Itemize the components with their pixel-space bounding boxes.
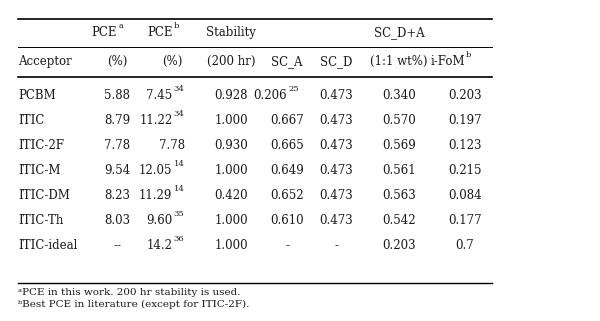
Text: 0.473: 0.473	[320, 89, 353, 102]
Text: -: -	[335, 239, 338, 252]
Text: ITIC-ideal: ITIC-ideal	[18, 239, 77, 252]
Text: 0.197: 0.197	[448, 114, 482, 127]
Text: 1.000: 1.000	[214, 114, 248, 127]
Text: SC_D: SC_D	[320, 55, 353, 68]
Text: PCE: PCE	[147, 26, 173, 39]
Text: 25: 25	[289, 85, 299, 92]
Text: 0.7: 0.7	[455, 239, 475, 252]
Text: 0.473: 0.473	[320, 189, 353, 202]
Text: 5.88: 5.88	[104, 89, 130, 102]
Text: (200 hr): (200 hr)	[207, 55, 255, 68]
Text: 0.203: 0.203	[448, 89, 482, 102]
Text: 7.45: 7.45	[146, 89, 173, 102]
Text: (%): (%)	[107, 55, 127, 68]
Text: 0.542: 0.542	[382, 214, 416, 227]
Text: ITIC: ITIC	[18, 114, 44, 127]
Text: 12.05: 12.05	[139, 164, 173, 177]
Text: 0.123: 0.123	[448, 139, 482, 152]
Text: i-FoM: i-FoM	[430, 55, 465, 68]
Text: 0.084: 0.084	[448, 189, 482, 202]
Text: 0.473: 0.473	[320, 114, 353, 127]
Text: --: --	[113, 239, 121, 252]
Text: 36: 36	[174, 235, 184, 243]
Text: 0.473: 0.473	[320, 164, 353, 177]
Text: 9.54: 9.54	[104, 164, 130, 177]
Text: 0.177: 0.177	[448, 214, 482, 227]
Text: 14.2: 14.2	[146, 239, 173, 252]
Text: (%): (%)	[163, 55, 182, 68]
Text: 0.649: 0.649	[270, 164, 304, 177]
Text: 34: 34	[174, 85, 185, 92]
Text: SC_D+A: SC_D+A	[374, 26, 424, 39]
Text: b: b	[466, 51, 472, 58]
Text: 1.000: 1.000	[214, 239, 248, 252]
Text: 0.610: 0.610	[270, 214, 304, 227]
Text: ITIC-Th: ITIC-Th	[18, 214, 64, 227]
Text: 8.23: 8.23	[104, 189, 130, 202]
Text: 0.570: 0.570	[382, 114, 416, 127]
Text: 0.340: 0.340	[382, 89, 416, 102]
Text: ITIC-2F: ITIC-2F	[18, 139, 64, 152]
Text: a: a	[118, 22, 123, 30]
Text: b: b	[174, 22, 179, 30]
Text: 9.60: 9.60	[146, 214, 173, 227]
Text: 0.928: 0.928	[214, 89, 248, 102]
Text: 0.203: 0.203	[382, 239, 416, 252]
Text: 0.561: 0.561	[382, 164, 416, 177]
Text: PCBM: PCBM	[18, 89, 56, 102]
Text: 34: 34	[174, 110, 185, 117]
Text: ᵃPCE in this work. 200 hr stability is used.: ᵃPCE in this work. 200 hr stability is u…	[18, 288, 241, 297]
Text: ITIC-DM: ITIC-DM	[18, 189, 70, 202]
Text: 35: 35	[174, 210, 184, 218]
Text: 0.473: 0.473	[320, 139, 353, 152]
Text: 8.03: 8.03	[104, 214, 130, 227]
Text: ᵇBest PCE in literature (except for ITIC-2F).: ᵇBest PCE in literature (except for ITIC…	[18, 300, 250, 309]
Text: 0.420: 0.420	[214, 189, 248, 202]
Text: ITIC-M: ITIC-M	[18, 164, 61, 177]
Text: 8.79: 8.79	[104, 114, 130, 127]
Text: 0.206: 0.206	[253, 89, 287, 102]
Text: Stability: Stability	[206, 26, 256, 39]
Text: 0.667: 0.667	[270, 114, 304, 127]
Text: 7.78: 7.78	[160, 139, 185, 152]
Text: 0.569: 0.569	[382, 139, 416, 152]
Text: 0.473: 0.473	[320, 214, 353, 227]
Text: 0.563: 0.563	[382, 189, 416, 202]
Text: 0.930: 0.930	[214, 139, 248, 152]
Text: -: -	[285, 239, 289, 252]
Text: (1:1 wt%): (1:1 wt%)	[370, 55, 428, 68]
Text: 7.78: 7.78	[104, 139, 130, 152]
Text: 14: 14	[174, 160, 185, 168]
Text: 11.29: 11.29	[139, 189, 173, 202]
Text: 1.000: 1.000	[214, 214, 248, 227]
Text: 14: 14	[174, 185, 185, 193]
Text: 11.22: 11.22	[139, 114, 173, 127]
Text: 0.215: 0.215	[448, 164, 482, 177]
Text: Acceptor: Acceptor	[18, 55, 72, 68]
Text: 1.000: 1.000	[214, 164, 248, 177]
Text: PCE: PCE	[91, 26, 117, 39]
Text: 0.652: 0.652	[270, 189, 304, 202]
Text: SC_A: SC_A	[271, 55, 303, 68]
Text: 0.665: 0.665	[270, 139, 304, 152]
